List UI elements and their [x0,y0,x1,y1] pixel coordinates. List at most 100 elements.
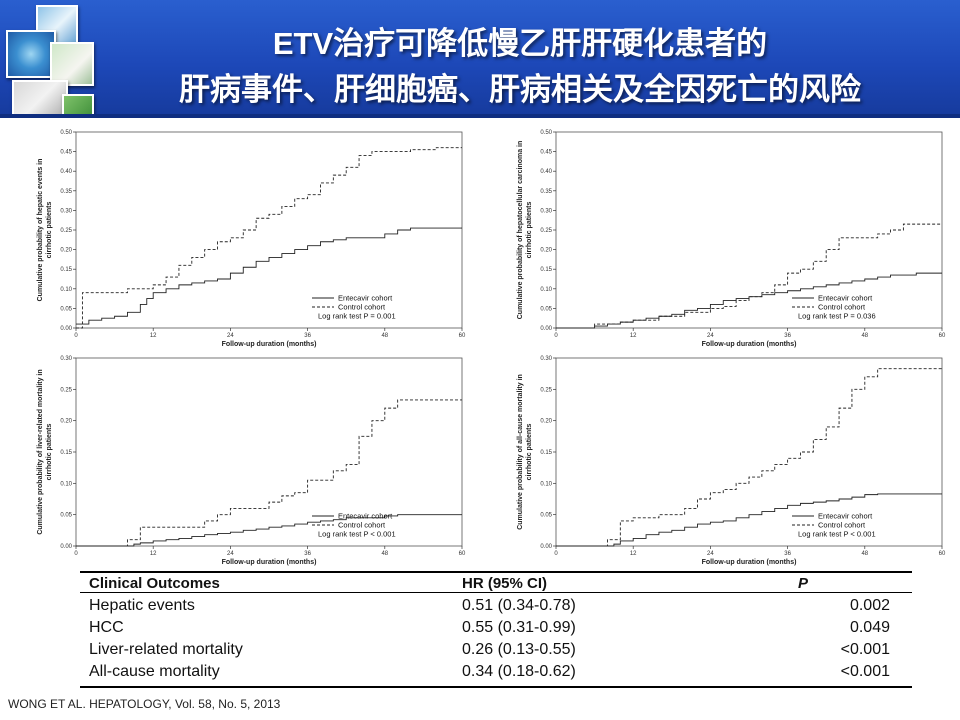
table-row-hr: 0.26 (0.13-0.55) [462,641,576,658]
x-axis-label: Follow-up duration (months) [702,341,797,348]
x-tick-label: 36 [304,333,311,339]
x-tick-label: 24 [227,551,234,557]
x-tick-label: 60 [459,333,466,339]
y-tick-label: 0.20 [60,419,72,425]
series-entecavir-line [76,227,462,325]
x-tick-label: 60 [939,551,946,557]
y-tick-label: 0.40 [540,169,552,175]
x-tick-label: 36 [784,333,791,339]
y-tick-label: 0.25 [540,387,552,393]
series-control-line [76,147,462,329]
outcomes-table: Clinical Outcomes HR (95% CI) P Hepatic … [80,571,912,689]
table-row-outcome: All-cause mortality [89,663,220,680]
table-bottom-rule [80,686,912,688]
table-header-p: P [798,575,809,592]
x-tick-label: 24 [707,551,714,557]
y-tick-label: 0.25 [540,228,552,234]
y-tick-label: 0.35 [60,189,72,195]
y-tick-label: 0.35 [540,189,552,195]
legend-control: Control cohort [818,303,866,312]
table-row-p: 0.002 [849,597,890,614]
header-photo-3 [50,42,94,86]
y-tick-label: 0.30 [60,208,72,214]
y-tick-label: 0.15 [540,267,552,273]
plot-frame [75,357,463,547]
y-axis-label: Cumulative probability of hepatic events… [37,159,53,302]
y-tick-label: 0.50 [60,130,72,136]
x-tick-label: 36 [784,551,791,557]
legend-control: Control cohort [338,521,386,530]
y-tick-label: 0.15 [60,267,72,273]
table-row-p: 0.049 [849,619,890,636]
y-tick-label: 0.05 [540,306,552,312]
x-tick-label: 0 [554,333,558,339]
x-tick-label: 36 [304,551,311,557]
y-axis-label: Cumulative probability of all-cause mort… [517,374,533,530]
y-tick-label: 0.40 [60,169,72,175]
y-axis-label: Cumulative probability of hepatocellular… [517,141,533,320]
x-tick-label: 48 [381,333,388,339]
y-tick-label: 0.50 [540,130,552,136]
y-tick-label: 0.10 [60,481,72,487]
x-tick-label: 12 [630,333,637,339]
table-header-outcomes: Clinical Outcomes [89,575,220,592]
legend-entecavir: Entecavir cohort [818,294,873,303]
series-control-line [556,368,942,547]
y-tick-label: 0.00 [60,326,72,332]
x-tick-label: 12 [630,551,637,557]
x-tick-label: 0 [74,333,78,339]
chart-liver-related-mortality: 0.00 0.05 0.10 0.15 0.20 0.25 0.30 0 12 24 36 48 60 F… [37,356,466,566]
table-row-p: <0.001 [840,641,890,658]
y-tick-label: 0.30 [60,356,72,362]
y-tick-label: 0.25 [60,228,72,234]
y-tick-label: 0.00 [540,544,552,550]
logrank-annotation: Log rank test P < 0.001 [318,530,396,539]
x-tick-label: 60 [459,551,466,557]
legend-control: Control cohort [818,521,866,530]
table-row-hr: 0.51 (0.34-0.78) [462,597,576,614]
y-tick-label: 0.05 [60,306,72,312]
y-tick-label: 0.10 [540,287,552,293]
table-header-hr: HR (95% CI) [462,575,548,592]
y-tick-label: 0.25 [60,387,72,393]
legend-entecavir: Entecavir cohort [338,294,393,303]
table-row-outcome: Liver-related mortality [89,641,243,658]
y-tick-label: 0.10 [60,287,72,293]
y-tick-label: 0.20 [540,248,552,254]
chart-hepatic-events: 0.00 0.05 0.10 0.15 0.20 0.25 0.30 0.35 0.40 0.45… [37,130,466,348]
y-tick-label: 0.20 [540,419,552,425]
y-axis-label: Cumulative probability of liver-related … [37,369,53,534]
slide-title-line-2: 肝病事件、肝细胞癌、肝病相关及全因死亡的风险 [179,72,861,107]
logrank-annotation: Log rank test P = 0.001 [318,312,396,321]
x-tick-label: 0 [554,551,558,557]
citation: WONG ET AL. HEPATOLOGY, Vol. 58, No. 5, … [8,697,281,711]
y-tick-label: 0.00 [60,544,72,550]
header-photo-2 [6,30,56,78]
table-row-outcome: Hepatic events [89,597,195,614]
chart-hcc: 0.00 0.05 0.10 0.15 0.20 0.25 0.30 0.35 0.40 0.45… [517,130,946,348]
y-tick-label: 0.05 [60,513,72,519]
title-banner: ETV治疗可降低慢乙肝肝硬化患者的 肝病事件、肝细胞癌、肝病相关及全因死亡的风险 [0,0,960,118]
x-tick-label: 12 [150,333,157,339]
y-tick-label: 0.45 [60,150,72,156]
y-tick-label: 0.00 [540,326,552,332]
y-tick-label: 0.30 [540,208,552,214]
series-entecavir-line [556,493,942,547]
x-axis-label: Follow-up duration (months) [702,559,797,566]
y-tick-label: 0.30 [540,356,552,362]
table-row-outcome: HCC [89,619,124,636]
x-tick-label: 12 [150,551,157,557]
slide-title-line-1: ETV治疗可降低慢乙肝肝硬化患者的 [272,26,768,61]
legend-control: Control cohort [338,303,386,312]
banner-bottom-stripe [0,114,960,118]
y-tick-label: 0.10 [540,481,552,487]
x-tick-label: 48 [861,551,868,557]
table-row-hr: 0.55 (0.31-0.99) [462,619,576,636]
table-top-rule [80,571,912,573]
legend-entecavir: Entecavir cohort [818,512,873,521]
logrank-annotation: Log rank test P < 0.001 [798,530,876,539]
table-row-p: <0.001 [840,663,890,680]
series-control-line [556,223,942,329]
table-row-hr: 0.34 (0.18-0.62) [462,663,576,680]
y-tick-label: 0.20 [60,248,72,254]
